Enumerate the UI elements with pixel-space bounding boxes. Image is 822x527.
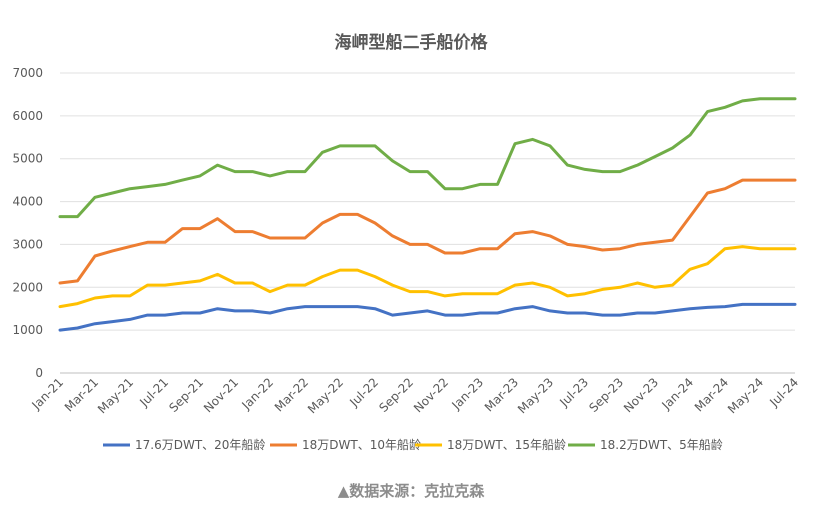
series-line-4 xyxy=(58,97,797,219)
series-lines xyxy=(58,97,797,332)
series-line-1 xyxy=(58,302,797,332)
x-tick-label: May-22 xyxy=(305,375,346,416)
y-tick-label: 1000 xyxy=(12,323,43,337)
grid-lines xyxy=(60,72,795,374)
y-tick-label: 6000 xyxy=(12,109,43,123)
y-tick-label: 5000 xyxy=(12,152,43,166)
legend-label: 18万DWT、10年船龄 xyxy=(302,438,421,452)
x-tick-label: Jan-24 xyxy=(659,375,697,413)
legend-label: 18万DWT、15年船龄 xyxy=(447,438,566,452)
x-tick-label: Jan-22 xyxy=(239,375,277,413)
x-tick-label: Sep-22 xyxy=(376,375,416,415)
y-axis-ticks: 0 1000 2000 3000 4000 5000 6000 7000 xyxy=(12,66,43,380)
series-line-3 xyxy=(58,245,797,309)
legend-label: 18.2万DWT、5年船龄 xyxy=(600,438,723,452)
x-tick-label: Mar-24 xyxy=(692,375,731,414)
y-tick-label: 3000 xyxy=(12,237,43,251)
x-tick-label: Nov-22 xyxy=(411,375,451,415)
x-tick-label: May-24 xyxy=(725,375,766,416)
y-tick-label: 4000 xyxy=(12,195,43,209)
legend-label: 17.6万DWT、20年船龄 xyxy=(135,438,265,452)
y-tick-label: 0 xyxy=(35,366,43,380)
chart-title: 海岬型船二手船价格 xyxy=(335,32,489,53)
x-tick-label: Sep-23 xyxy=(586,375,626,415)
x-tick-label: Mar-21 xyxy=(62,375,101,414)
x-tick-label: Mar-22 xyxy=(272,375,311,414)
y-tick-label: 2000 xyxy=(12,280,43,294)
x-tick-label: Jan-23 xyxy=(449,375,487,413)
series-line-2 xyxy=(58,178,797,285)
x-tick-label: Nov-21 xyxy=(201,375,241,415)
x-tick-label: Nov-23 xyxy=(621,375,661,415)
line-chart: 海岬型船二手船价格 01000200030004000500060007000 … xyxy=(12,32,802,452)
x-tick-label: Jul-24 xyxy=(766,375,801,410)
x-tick-label: May-21 xyxy=(95,375,136,416)
y-tick-label: 7000 xyxy=(12,66,43,80)
x-tick-label: Jan-21 xyxy=(29,375,67,413)
legend: 17.6万DWT、20年船龄 18万DWT、10年船龄 18万DWT、15年船龄 18… xyxy=(103,438,723,452)
source-note: ▲数据来源：克拉克森 xyxy=(337,482,485,500)
x-tick-label: Sep-21 xyxy=(166,375,206,415)
x-tick-label: May-23 xyxy=(515,375,556,416)
x-tick-label: Mar-23 xyxy=(482,375,521,414)
